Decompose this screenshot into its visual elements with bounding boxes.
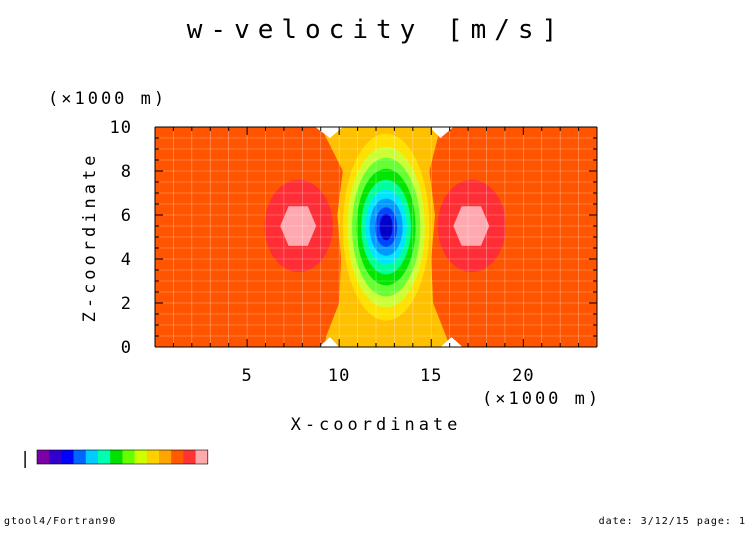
colorbar-tick: | bbox=[20, 449, 31, 469]
colorbar-swatch bbox=[85, 450, 99, 464]
contour-notch bbox=[440, 337, 463, 347]
colorbar-swatch bbox=[61, 450, 74, 464]
footer-right-text: date: 3/12/15 page: 1 bbox=[598, 516, 746, 527]
colorbar-swatch bbox=[98, 450, 111, 464]
colorbar-swatch bbox=[195, 450, 209, 464]
colorbar-border bbox=[36, 449, 209, 465]
chart-title: w-velocity [m/s] bbox=[187, 15, 565, 45]
x-unit-label: (×1000 m) bbox=[482, 389, 601, 409]
contour-ring bbox=[379, 213, 393, 241]
x-tick-label: 10 bbox=[328, 366, 350, 386]
colorbar-swatch bbox=[134, 450, 148, 464]
x-axis-title: X-coordinate bbox=[291, 415, 462, 435]
y-tick-label: 0 bbox=[121, 338, 132, 358]
colorbar-swatch bbox=[73, 450, 87, 464]
y-unit-label: (×1000 m) bbox=[48, 89, 167, 109]
tick-marks bbox=[155, 126, 597, 348]
contour-notch bbox=[429, 127, 454, 138]
y-axis-title: Z-coordinate bbox=[80, 152, 100, 323]
colorbar-swatch bbox=[159, 450, 172, 464]
x-tick-label: 15 bbox=[420, 366, 442, 386]
colorbar bbox=[36, 449, 209, 465]
contour-notch bbox=[315, 127, 343, 138]
contour-plot-area bbox=[155, 127, 597, 347]
colorbar-swatch bbox=[146, 450, 160, 464]
colorbar-swatch bbox=[37, 450, 50, 464]
colorbar-swatch bbox=[183, 450, 196, 464]
y-tick-label: 2 bbox=[121, 294, 132, 314]
colorbar-swatch bbox=[122, 450, 135, 464]
colorbar-swatch bbox=[171, 450, 184, 464]
x-tick-label: 20 bbox=[512, 366, 534, 386]
y-tick-label: 10 bbox=[110, 118, 132, 138]
y-tick-label: 8 bbox=[121, 162, 132, 182]
contour-inner-halo bbox=[280, 206, 317, 246]
contour-inner-halo bbox=[453, 206, 490, 246]
contour-notch bbox=[318, 337, 340, 347]
x-tick-label: 5 bbox=[241, 366, 252, 386]
colorbar-swatch bbox=[110, 450, 123, 464]
y-tick-label: 4 bbox=[121, 250, 132, 270]
footer-left-text: gtool4/Fortran90 bbox=[4, 516, 117, 527]
grid-lines bbox=[155, 127, 597, 347]
colorbar-swatch bbox=[49, 450, 62, 464]
y-tick-label: 6 bbox=[121, 206, 132, 226]
